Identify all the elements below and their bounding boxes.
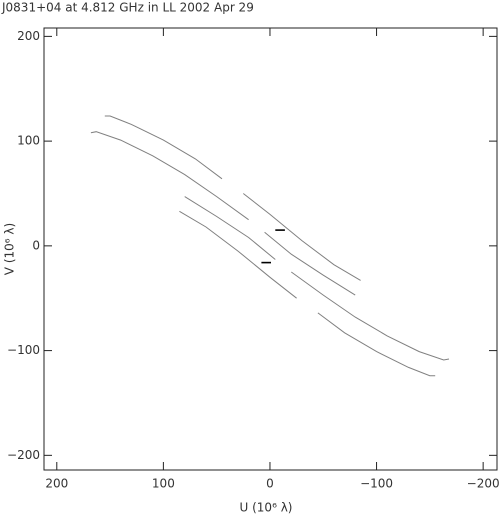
x-axis-label: U (10⁶ λ) — [240, 501, 293, 515]
y-tick-label: 0 — [32, 238, 40, 252]
x-tick-label: −100 — [360, 477, 393, 491]
x-tick-label: 0 — [266, 477, 274, 491]
plot-frame — [43, 27, 498, 471]
uv-track — [184, 196, 450, 361]
uv-track — [179, 210, 436, 377]
uv-track — [104, 115, 361, 281]
y-tick-label: 200 — [17, 29, 40, 43]
x-tick-label: 200 — [45, 477, 68, 491]
chart-title: J0831+04 at 4.812 GHz in LL 2002 Apr 29 — [1, 1, 254, 15]
y-tick-label: −100 — [7, 343, 40, 357]
y-axis-label: V (10⁶ λ) — [3, 223, 17, 275]
x-tick-label: −200 — [467, 477, 499, 491]
y-tick-label: −200 — [7, 448, 40, 462]
y-tick-label: 100 — [17, 134, 40, 148]
x-tick-label: 100 — [152, 477, 175, 491]
uv-track — [90, 131, 356, 296]
